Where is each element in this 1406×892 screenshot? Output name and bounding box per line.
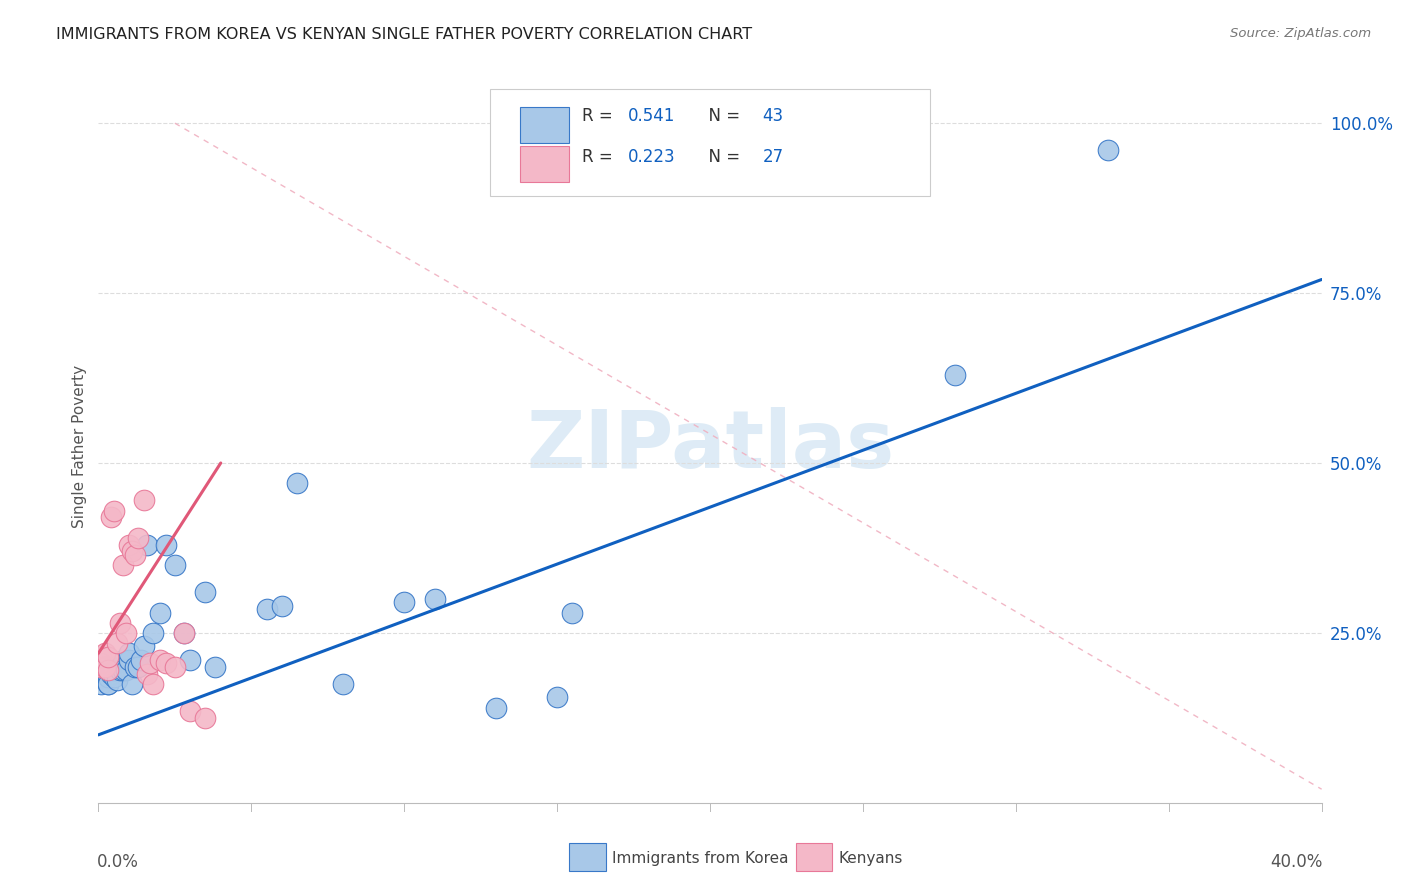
Text: R =: R = xyxy=(582,148,617,166)
Point xyxy=(93,660,115,674)
Point xyxy=(485,700,508,714)
Point xyxy=(105,636,128,650)
Text: N =: N = xyxy=(697,148,745,166)
Text: Immigrants from Korea: Immigrants from Korea xyxy=(612,851,789,866)
Point xyxy=(103,670,125,684)
Point xyxy=(118,653,141,667)
Bar xyxy=(569,844,606,871)
Y-axis label: Single Father Poverty: Single Father Poverty xyxy=(72,365,87,527)
Point xyxy=(136,537,159,551)
FancyBboxPatch shape xyxy=(489,89,931,196)
Point xyxy=(561,606,583,620)
Point xyxy=(270,599,292,613)
Point xyxy=(142,677,165,691)
Point xyxy=(115,663,138,677)
Point xyxy=(118,646,141,660)
Point xyxy=(93,660,115,674)
Point xyxy=(103,663,125,677)
Point xyxy=(90,649,112,664)
Point xyxy=(108,615,131,630)
Point xyxy=(90,677,112,691)
Point xyxy=(134,493,156,508)
Point xyxy=(97,649,120,664)
Text: 27: 27 xyxy=(762,148,783,166)
Point xyxy=(285,476,308,491)
Text: R =: R = xyxy=(582,107,617,125)
Text: 40.0%: 40.0% xyxy=(1271,853,1323,871)
Point xyxy=(546,690,568,705)
Point xyxy=(90,657,112,671)
Point xyxy=(423,591,446,606)
Point xyxy=(115,626,138,640)
Text: ZIPatlas: ZIPatlas xyxy=(526,407,894,485)
Point xyxy=(97,670,120,684)
Point xyxy=(194,711,217,725)
Text: Kenyans: Kenyans xyxy=(838,851,903,866)
Text: N =: N = xyxy=(697,107,745,125)
Point xyxy=(256,602,278,616)
Point xyxy=(105,673,128,688)
Point xyxy=(332,677,354,691)
Point xyxy=(103,503,125,517)
Point xyxy=(155,537,177,551)
Point xyxy=(1097,144,1119,158)
Point xyxy=(173,626,195,640)
Bar xyxy=(796,844,832,871)
Point xyxy=(97,663,120,677)
Point xyxy=(118,537,141,551)
Point xyxy=(127,660,149,674)
Point xyxy=(392,595,416,609)
Point xyxy=(136,666,159,681)
Point xyxy=(179,704,201,718)
Point xyxy=(134,640,156,654)
Point xyxy=(163,558,186,572)
Text: IMMIGRANTS FROM KOREA VS KENYAN SINGLE FATHER POVERTY CORRELATION CHART: IMMIGRANTS FROM KOREA VS KENYAN SINGLE F… xyxy=(56,27,752,42)
Point xyxy=(111,653,134,667)
Point xyxy=(155,657,177,671)
Point xyxy=(97,677,120,691)
Point xyxy=(100,666,122,681)
Point xyxy=(179,653,201,667)
Point xyxy=(90,670,112,684)
Point xyxy=(194,585,217,599)
Point xyxy=(93,646,115,660)
Point xyxy=(204,660,226,674)
Point xyxy=(124,548,146,562)
Point xyxy=(943,368,966,382)
Point xyxy=(90,660,112,674)
Point xyxy=(111,558,134,572)
Point xyxy=(149,606,172,620)
Point xyxy=(121,677,143,691)
Point xyxy=(124,660,146,674)
Point xyxy=(127,531,149,545)
Text: 0.0%: 0.0% xyxy=(97,853,139,871)
Point xyxy=(111,663,134,677)
Text: 0.541: 0.541 xyxy=(628,107,675,125)
Point xyxy=(149,653,172,667)
Bar xyxy=(520,107,569,143)
Text: Source: ZipAtlas.com: Source: ZipAtlas.com xyxy=(1230,27,1371,40)
Point xyxy=(142,626,165,640)
Point xyxy=(93,663,115,677)
Point xyxy=(100,510,122,524)
Point xyxy=(108,663,131,677)
Bar xyxy=(520,146,569,182)
Point xyxy=(163,660,186,674)
Point xyxy=(129,653,152,667)
Point xyxy=(100,660,122,674)
Point xyxy=(97,677,120,691)
Point xyxy=(173,626,195,640)
Text: 43: 43 xyxy=(762,107,783,125)
Point xyxy=(121,544,143,558)
Point xyxy=(139,657,162,671)
Text: 0.223: 0.223 xyxy=(628,148,676,166)
